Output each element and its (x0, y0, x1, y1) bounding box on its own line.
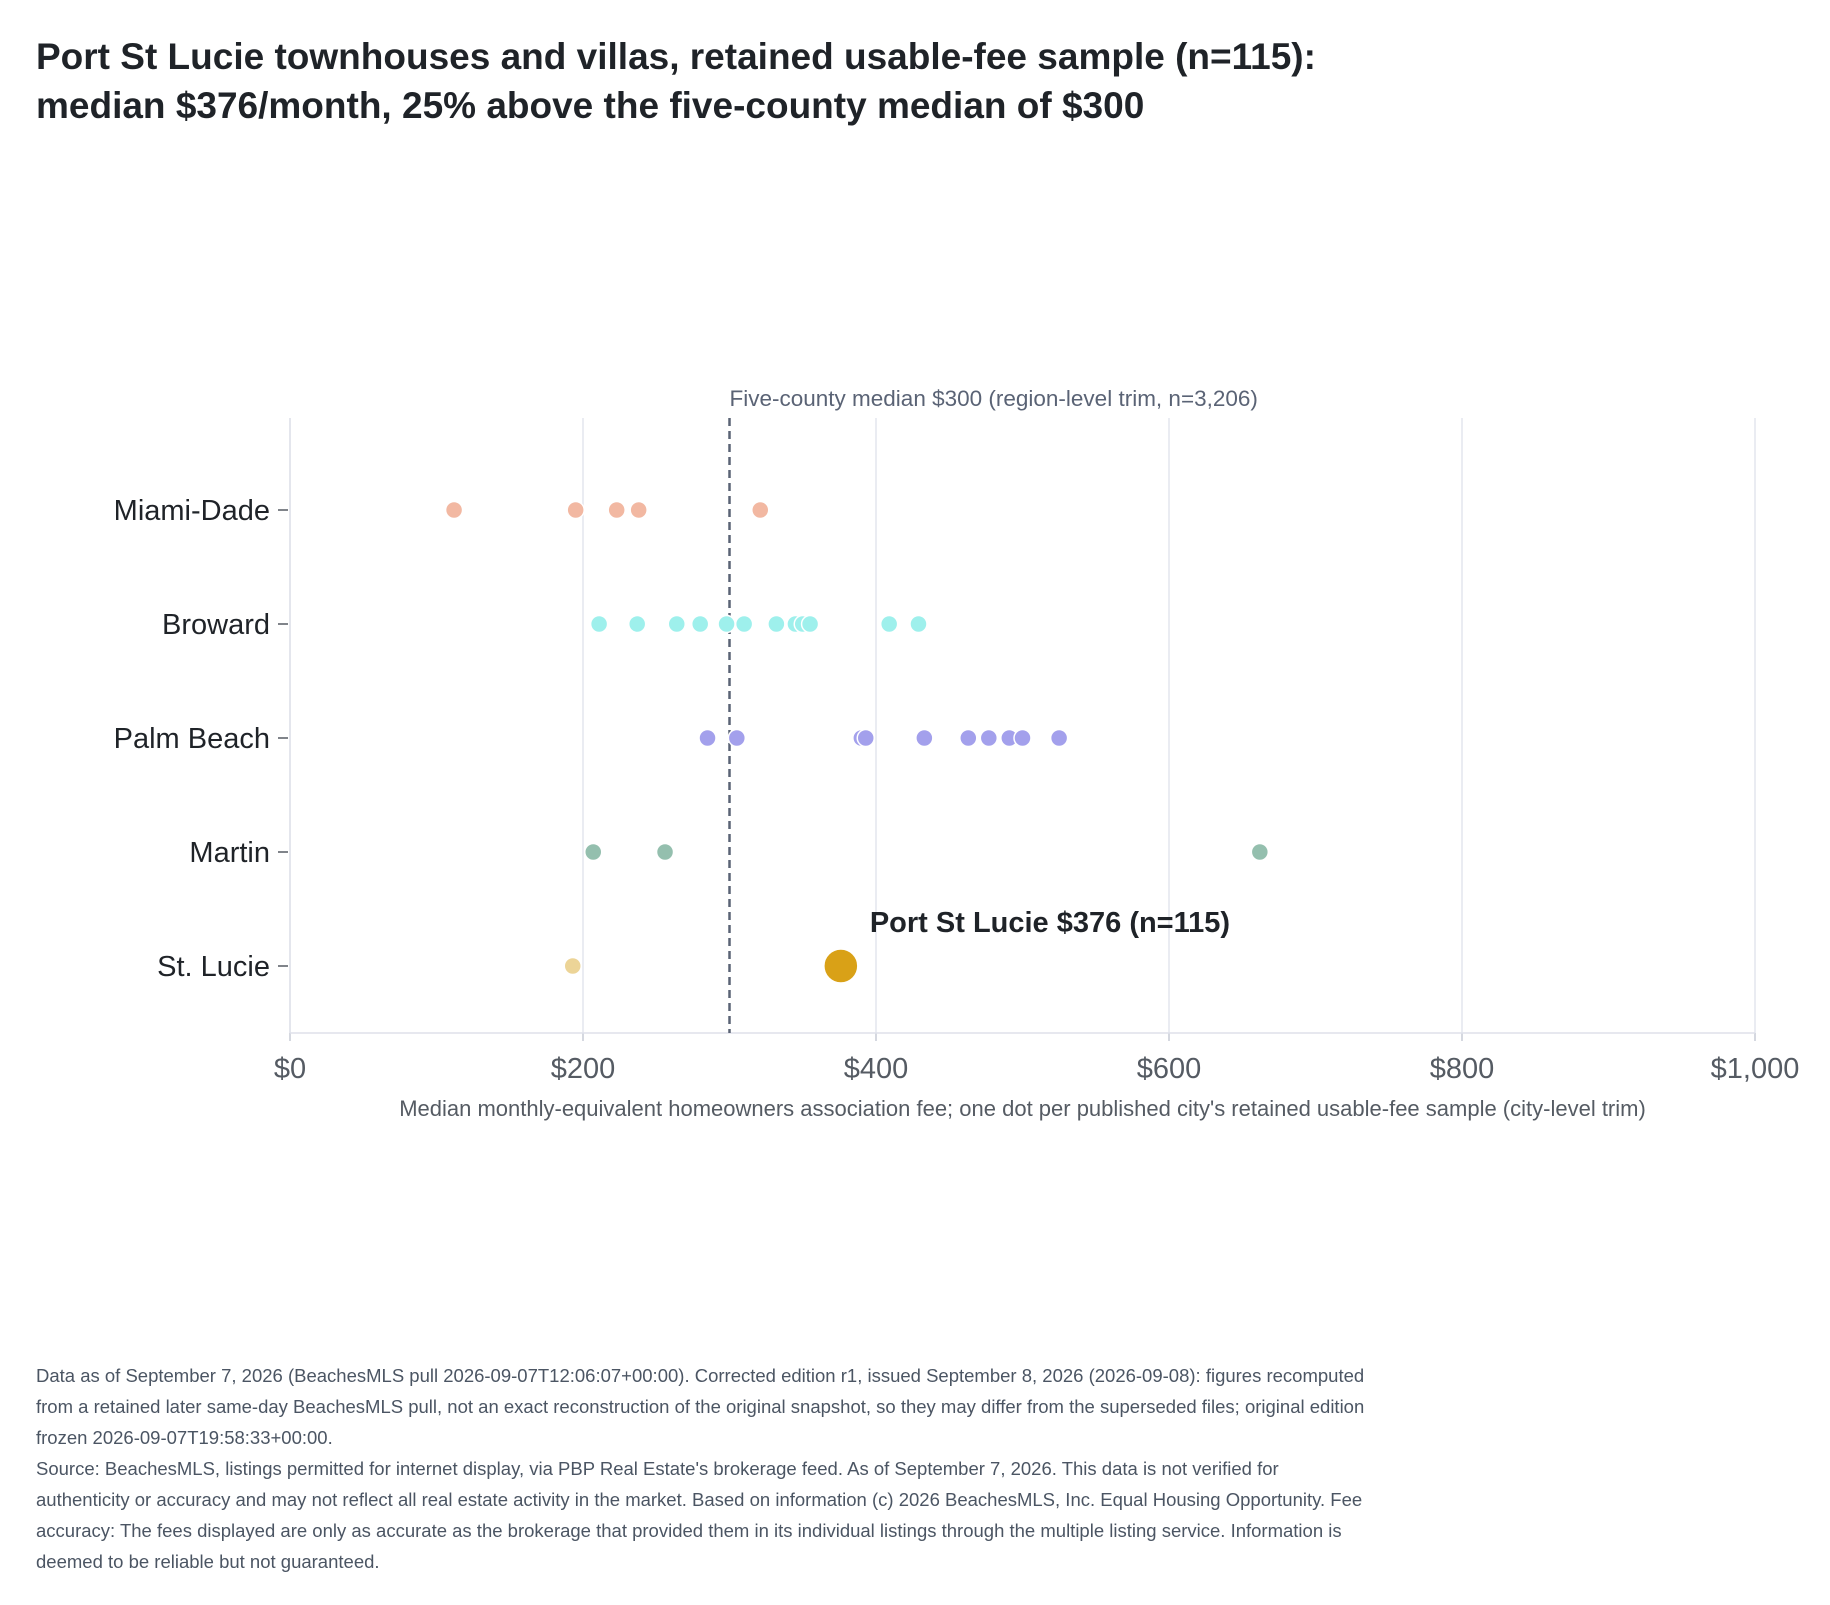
data-point (629, 500, 648, 520)
data-point (856, 728, 875, 748)
data-point (717, 614, 736, 634)
data-point (627, 614, 647, 634)
data-point (734, 614, 754, 634)
reference-line-group: Five-county median $300 (region-level tr… (728, 386, 1258, 1033)
data-point (959, 728, 978, 748)
data-point (690, 614, 710, 634)
data-point (751, 500, 770, 520)
annotations: Port St Lucie $376 (n=115) (870, 907, 1230, 939)
data-point (563, 956, 582, 976)
category-label: Miami-Dade (114, 495, 270, 527)
x-tick-label: $800 (1430, 1053, 1495, 1085)
data-point (607, 500, 626, 520)
data-point (566, 500, 585, 520)
data-point (667, 614, 687, 634)
data-point (698, 728, 717, 748)
data-point (584, 842, 603, 862)
data-point (767, 614, 786, 634)
source-note: Source: BeachesMLS, listings permitted f… (36, 1458, 1363, 1572)
x-tick-label: $200 (551, 1053, 616, 1085)
dot-plot: $0 $200 $400 $600 $800 $1,000 Miami-Dade Browar… (114, 386, 1800, 1121)
x-axis-title: Median monthly-equivalent homeowners ass… (399, 1096, 1646, 1121)
data-point (915, 728, 934, 748)
footer-notes: Data as of September 7, 2026 (BeachesMLS… (36, 1360, 1376, 1577)
category-label: Broward (162, 609, 270, 641)
x-tick-label: $1,000 (1711, 1053, 1800, 1085)
data-point (1013, 728, 1032, 748)
x-tick-label: $0 (274, 1053, 306, 1085)
data-point (655, 842, 675, 862)
reference-median-label: Five-county median $300 (region-level tr… (730, 386, 1258, 411)
category-label: St. Lucie (157, 951, 270, 983)
axes: $0 $200 $400 $600 $800 $1,000 Miami-Dade Browar… (114, 418, 1800, 1121)
data-point (1049, 728, 1069, 748)
highlight-label: Port St Lucie $376 (n=115) (870, 907, 1230, 939)
highlight-point (823, 948, 859, 984)
chart-title: Port St Lucie townhouses and villas, ret… (36, 36, 1316, 126)
data-point (909, 614, 928, 634)
data-point (979, 728, 999, 748)
data-point (800, 614, 820, 634)
data-point (1250, 842, 1270, 862)
data-point (879, 614, 899, 634)
data-point (727, 728, 747, 748)
x-tick-label: $400 (844, 1053, 909, 1085)
data-point (589, 614, 609, 634)
category-label: Martin (189, 837, 270, 869)
edition-note: Data as of September 7, 2026 (BeachesMLS… (36, 1365, 1365, 1448)
data-points (444, 500, 1270, 984)
category-label: Palm Beach (114, 723, 270, 755)
gridlines (289, 418, 1756, 1033)
x-tick-label: $600 (1137, 1053, 1202, 1085)
data-point (444, 500, 464, 520)
